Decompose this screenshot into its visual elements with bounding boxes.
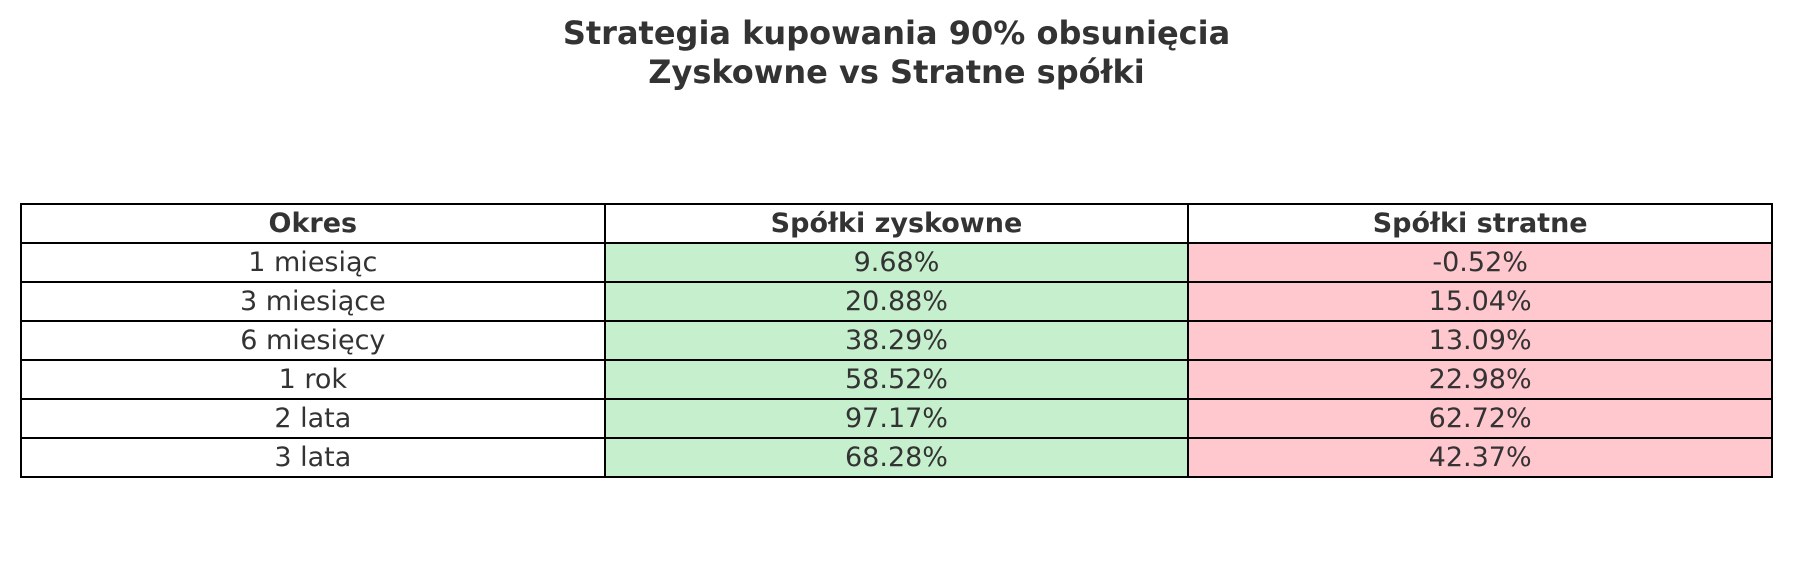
title-line: Strategia kupowania 90% obsunięcia (562, 14, 1231, 52)
table-cell: 1 miesiąc (20, 242, 606, 283)
table-cell: 22.98% (1187, 359, 1773, 400)
title-line: Zyskowne vs Stratne spółki (648, 53, 1145, 91)
table-cell: 97.17% (603, 398, 1190, 439)
table: Okres Spółki zyskowne Spółki stratne 1 mie… (20, 203, 1773, 478)
table-row: 1 miesiąc 9.68% -0.52% (20, 242, 1773, 283)
table-cell: 2 lata (20, 398, 606, 439)
table-cell: -0.52% (1187, 242, 1773, 283)
table-row: 3 miesiące 20.88% 15.04% (20, 281, 1773, 322)
table-body: 1 miesiąc 9.68% -0.52% 3 miesiące 20.88% 15.0… (20, 242, 1773, 478)
table-row: 1 rok 58.52% 22.98% (20, 359, 1773, 400)
table-row: 2 lata 97.17% 62.72% (20, 398, 1773, 439)
column-header: Spółki zyskowne (603, 203, 1190, 244)
title: Strategia kupowania 90% obsunięcia Zyskow… (0, 14, 1793, 92)
table-cell: 62.72% (1187, 398, 1773, 439)
table-cell: 20.88% (603, 281, 1190, 322)
column-header: Spółki stratne (1187, 203, 1773, 244)
table-cell: 13.09% (1187, 320, 1773, 361)
table-cell: 42.37% (1187, 437, 1773, 478)
table-cell: 58.52% (603, 359, 1190, 400)
header-row: Okres Spółki zyskowne Spółki stratne (20, 203, 1773, 244)
table-cell: 1 rok (20, 359, 606, 400)
table-cell: 3 miesiące (20, 281, 606, 322)
table-cell: 68.28% (603, 437, 1190, 478)
table-cell: 38.29% (603, 320, 1190, 361)
table-row: 6 miesięcy 38.29% 13.09% (20, 320, 1773, 361)
table-cell: 9.68% (603, 242, 1190, 283)
column-header: Okres (20, 203, 606, 244)
table-cell: 15.04% (1187, 281, 1773, 322)
table-cell: 3 lata (20, 437, 606, 478)
table-cell: 6 miesięcy (20, 320, 606, 361)
table-row: 3 lata 68.28% 42.37% (20, 437, 1773, 478)
